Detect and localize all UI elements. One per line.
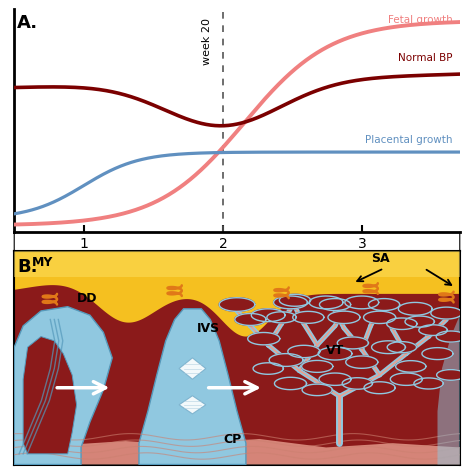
Polygon shape: [319, 373, 351, 385]
Polygon shape: [274, 377, 307, 390]
Polygon shape: [436, 331, 465, 342]
Polygon shape: [396, 361, 426, 372]
Polygon shape: [387, 318, 417, 329]
Text: week 20: week 20: [202, 18, 212, 65]
Polygon shape: [414, 378, 443, 389]
Text: SA: SA: [371, 252, 389, 265]
Polygon shape: [269, 354, 303, 366]
Polygon shape: [301, 360, 333, 373]
Text: VT: VT: [326, 344, 345, 356]
Polygon shape: [288, 345, 320, 358]
Polygon shape: [405, 316, 434, 327]
Text: Placental growth: Placental growth: [365, 136, 453, 146]
Text: CP: CP: [224, 433, 242, 446]
Polygon shape: [139, 309, 246, 465]
Polygon shape: [422, 347, 453, 360]
Polygon shape: [279, 294, 310, 306]
Polygon shape: [302, 384, 332, 396]
Polygon shape: [235, 313, 266, 326]
Text: MY: MY: [32, 256, 54, 269]
Polygon shape: [318, 347, 352, 360]
Polygon shape: [14, 251, 460, 337]
Polygon shape: [372, 341, 405, 354]
Polygon shape: [337, 337, 368, 349]
Polygon shape: [368, 299, 400, 310]
Text: Fetal growth: Fetal growth: [388, 15, 453, 25]
Polygon shape: [398, 302, 432, 315]
Polygon shape: [328, 311, 360, 324]
Polygon shape: [267, 312, 296, 323]
Polygon shape: [248, 332, 280, 345]
Polygon shape: [390, 373, 422, 385]
Polygon shape: [14, 307, 112, 465]
Polygon shape: [431, 307, 462, 319]
Polygon shape: [419, 325, 447, 336]
Polygon shape: [14, 439, 460, 465]
Polygon shape: [273, 296, 308, 309]
Polygon shape: [251, 309, 285, 321]
Polygon shape: [437, 370, 465, 380]
Text: DD: DD: [77, 292, 97, 305]
Polygon shape: [253, 363, 283, 374]
Polygon shape: [342, 378, 373, 389]
Polygon shape: [345, 296, 379, 309]
Text: IVS: IVS: [197, 322, 220, 335]
Polygon shape: [364, 311, 396, 324]
Polygon shape: [293, 311, 324, 323]
Polygon shape: [319, 299, 351, 310]
Polygon shape: [23, 337, 77, 454]
Text: A.: A.: [17, 14, 37, 32]
Polygon shape: [179, 396, 206, 414]
Polygon shape: [387, 342, 417, 353]
Polygon shape: [438, 315, 460, 465]
Polygon shape: [219, 298, 255, 311]
Polygon shape: [14, 251, 460, 277]
Text: Normal BP: Normal BP: [398, 53, 453, 63]
Polygon shape: [346, 356, 378, 368]
Polygon shape: [309, 296, 343, 309]
Polygon shape: [179, 358, 206, 379]
Text: B.: B.: [18, 258, 38, 275]
Polygon shape: [364, 382, 395, 394]
